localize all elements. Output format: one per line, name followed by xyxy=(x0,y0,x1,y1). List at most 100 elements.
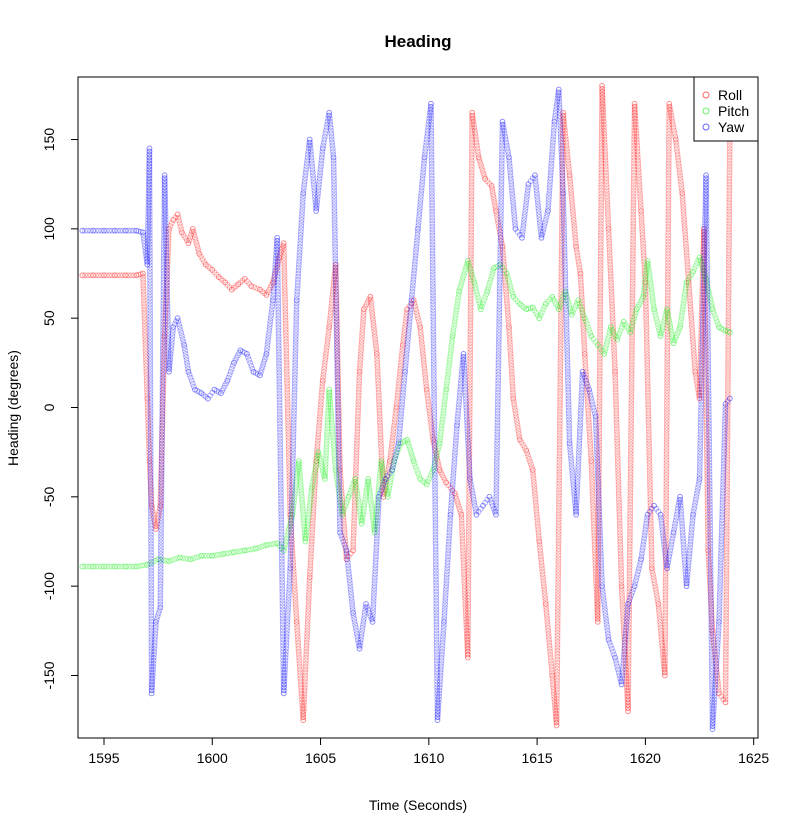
point-roll xyxy=(354,416,361,423)
point-roll xyxy=(283,368,290,375)
point-roll xyxy=(580,333,587,339)
point-roll xyxy=(512,410,519,417)
point-roll xyxy=(564,151,571,158)
point-roll xyxy=(295,651,302,658)
point-roll xyxy=(285,416,291,423)
point-roll xyxy=(554,617,561,624)
point-roll xyxy=(304,618,311,625)
point-roll xyxy=(467,277,474,284)
point-pitch xyxy=(481,297,487,304)
point-roll xyxy=(337,464,343,470)
point-roll xyxy=(502,276,509,283)
point-roll xyxy=(287,505,293,512)
point-roll xyxy=(314,446,321,453)
point-roll xyxy=(271,273,278,280)
point-roll xyxy=(470,121,477,128)
point-roll xyxy=(465,570,472,577)
point-roll xyxy=(325,327,332,333)
point-roll xyxy=(468,199,475,206)
point-roll xyxy=(367,296,374,303)
point-roll xyxy=(284,404,291,411)
point-roll xyxy=(143,377,150,384)
point-roll xyxy=(478,165,485,172)
point-roll xyxy=(231,284,237,291)
point-roll xyxy=(282,299,289,306)
point-roll xyxy=(326,318,333,325)
point-roll xyxy=(311,490,318,497)
point-roll xyxy=(352,482,359,488)
point-roll xyxy=(555,597,561,603)
point-roll xyxy=(558,238,565,245)
point-roll xyxy=(304,633,310,640)
point-roll xyxy=(558,232,565,239)
point-roll xyxy=(164,258,171,265)
point-roll xyxy=(302,678,308,685)
point-roll xyxy=(158,443,165,450)
point-roll xyxy=(355,389,362,396)
point-roll xyxy=(474,148,481,155)
point-roll xyxy=(295,636,301,643)
point-roll xyxy=(560,109,566,116)
point-roll xyxy=(554,614,561,621)
point-roll xyxy=(270,276,277,283)
point-roll xyxy=(571,228,578,235)
point-roll xyxy=(87,272,94,279)
point-roll xyxy=(387,452,394,459)
point-roll xyxy=(164,264,171,271)
point-roll xyxy=(545,633,552,640)
point-roll xyxy=(555,516,562,523)
point-roll xyxy=(145,413,151,420)
point-roll xyxy=(333,297,340,304)
point-roll xyxy=(354,440,360,447)
point-pitch xyxy=(412,464,419,470)
point-roll xyxy=(286,481,293,488)
point-roll xyxy=(291,574,297,581)
point-roll xyxy=(559,220,565,227)
point-roll xyxy=(557,360,564,367)
point-roll xyxy=(558,250,565,257)
point-yaw xyxy=(227,368,234,375)
point-roll xyxy=(452,493,459,499)
point-roll xyxy=(307,568,313,575)
point-roll xyxy=(399,348,406,354)
point-roll xyxy=(336,443,343,450)
point-roll xyxy=(508,359,515,366)
point-roll xyxy=(351,514,358,521)
point-roll xyxy=(556,486,563,493)
point-roll xyxy=(465,603,472,610)
point-roll xyxy=(418,336,425,342)
point-roll xyxy=(490,194,497,200)
point-roll xyxy=(468,166,475,173)
point-roll xyxy=(162,324,168,331)
point-roll xyxy=(142,348,149,354)
point-roll xyxy=(551,693,557,699)
point-roll xyxy=(509,386,516,393)
point-roll xyxy=(351,499,358,506)
point-roll xyxy=(467,289,474,296)
point-roll xyxy=(159,404,166,411)
point-roll xyxy=(189,225,196,232)
point-roll xyxy=(328,306,334,313)
point-roll xyxy=(569,208,576,214)
point-roll xyxy=(282,323,289,330)
point-roll xyxy=(572,240,579,247)
point-roll xyxy=(501,270,508,277)
point-roll xyxy=(388,443,395,450)
point-roll xyxy=(412,306,419,313)
point-roll xyxy=(309,532,315,539)
point-roll xyxy=(554,644,561,651)
point-roll xyxy=(317,410,323,417)
point-roll xyxy=(330,288,336,295)
point-roll xyxy=(555,594,561,600)
point-roll xyxy=(571,222,578,229)
point-roll xyxy=(465,591,472,598)
point-roll xyxy=(316,422,323,429)
point-roll xyxy=(558,316,564,322)
point-roll xyxy=(558,259,565,266)
point-roll xyxy=(163,279,170,286)
point-roll xyxy=(574,249,580,256)
point-roll xyxy=(568,196,575,202)
point-roll xyxy=(420,353,427,360)
point-roll xyxy=(303,639,310,646)
point-roll xyxy=(140,279,147,286)
